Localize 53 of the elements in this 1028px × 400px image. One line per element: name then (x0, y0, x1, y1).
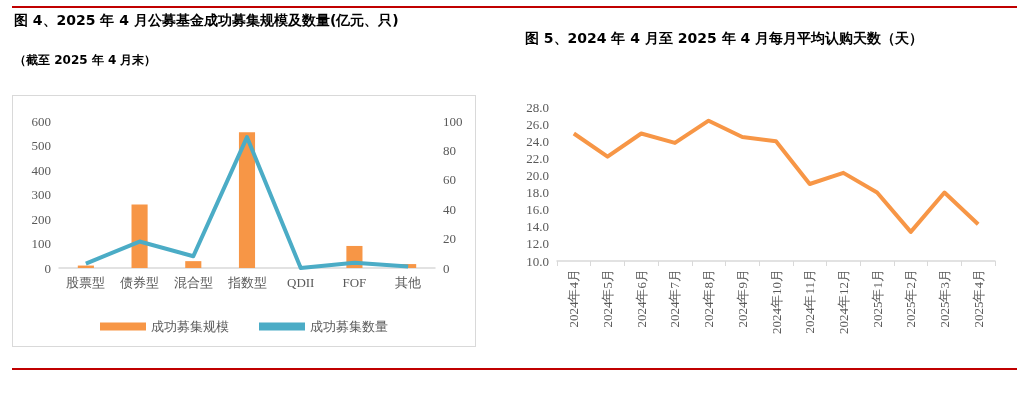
y-tick-label: 22.0 (526, 150, 549, 166)
legend-label: 成功募集数量 (310, 319, 388, 334)
x-tick-label: 2024年10月 (768, 269, 784, 334)
y-tick-label: 28.0 (526, 99, 549, 115)
x-tick-label: 股票型 (66, 275, 106, 290)
x-tick-label: 2024年12月 (835, 269, 851, 334)
y2-tick-label: 0 (443, 260, 450, 276)
y-tick-label: 18.0 (526, 185, 549, 201)
y2-tick-label: 80 (443, 142, 456, 158)
x-tick-label: FOF (342, 275, 367, 290)
y-tick-label: 10.0 (526, 253, 549, 269)
x-tick-label: QDII (287, 275, 315, 290)
legend-label: 成功募集规模 (151, 319, 229, 334)
x-tick-label: 2024年11月 (802, 269, 818, 334)
chart-title: 图 5、2024 年 4 月至 2025 年 4 月每月平均认购天数（天） (525, 30, 924, 48)
y-tick-label: 26.0 (526, 116, 549, 132)
x-tick-label: 2024年6月 (633, 269, 649, 328)
x-tick-label: 2024年9月 (734, 269, 750, 328)
y-tick-label: 200 (31, 211, 51, 227)
chart-title: 图 4、2025 年 4 月公募基金成功募集规模及数量(亿元、只) (14, 12, 399, 30)
x-tick-label: 其他 (395, 275, 422, 290)
x-tick-label: 指数型 (226, 275, 267, 290)
y-tick-label: 400 (31, 162, 51, 178)
line-series (83, 135, 411, 270)
y2-tick-label: 100 (443, 113, 463, 129)
y2-tick-label: 40 (443, 201, 456, 217)
y-tick-label: 12.0 (526, 236, 549, 252)
y-tick-label: 14.0 (526, 219, 549, 235)
bar (238, 132, 256, 268)
y2-tick-label: 20 (443, 231, 456, 247)
y-tick-label: 20.0 (526, 167, 549, 183)
x-tick-label: 混合型 (173, 275, 213, 290)
y-tick-label: 500 (31, 138, 51, 153)
x-tick-label: 2025年1月 (869, 269, 885, 328)
x-tick-label: 2025年3月 (936, 269, 952, 328)
x-tick-label: 2024年7月 (667, 269, 683, 328)
y-tick-label: 24.0 (526, 133, 549, 149)
x-tick-label: 2024年8月 (701, 269, 717, 328)
x-tick-label: 2024年5月 (600, 269, 616, 328)
bar (185, 261, 202, 268)
y-tick-label: 16.0 (526, 202, 549, 218)
y-tick-label: 300 (31, 187, 51, 202)
x-tick-label: 债券型 (120, 275, 160, 290)
y-tick-label: 600 (31, 113, 51, 129)
x-tick-label: 2025年4月 (970, 269, 986, 328)
x-tick-label: 2024年4月 (566, 269, 582, 328)
y-tick-label: 0 (44, 260, 51, 276)
x-tick-label: 2025年2月 (903, 269, 919, 328)
chart-subtitle: （截至 2025 年 4 月末） (14, 52, 157, 69)
bar (131, 204, 148, 268)
line-series (571, 118, 981, 234)
y2-tick-label: 60 (443, 172, 456, 188)
y-tick-label: 100 (31, 236, 51, 251)
